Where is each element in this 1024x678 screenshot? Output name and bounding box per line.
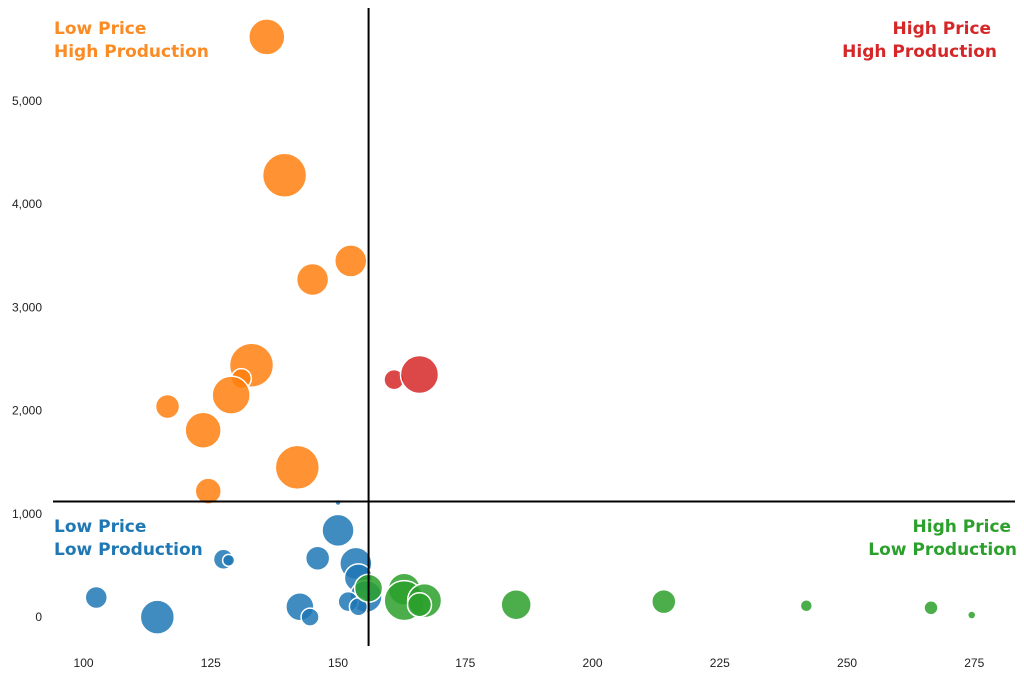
bubble-lp_lp — [321, 513, 355, 548]
y-tick-label: 5,000 — [12, 94, 42, 108]
bubble-hp_lp — [500, 588, 532, 621]
bubble-lp_lp — [139, 599, 176, 635]
bubble-lp_lp — [334, 498, 342, 507]
y-tick-label: 0 — [35, 610, 42, 624]
quadrant-label-high-price-low-production: High Price Low Production — [868, 517, 1017, 560]
quadrant-label-low-price-high-production: Low Price High Production — [54, 19, 209, 62]
x-tick-label: 225 — [710, 656, 730, 670]
x-axis-tick-labels: 100 125 150 175 200 225 250 275 — [74, 656, 985, 670]
x-tick-label: 175 — [455, 656, 475, 670]
bubble-hp_lp — [966, 610, 977, 620]
bubble-lp_hp — [274, 444, 321, 491]
bubble-hp_lp — [799, 598, 814, 613]
y-tick-label: 4,000 — [12, 197, 42, 211]
bubble-hp_lp — [651, 588, 677, 615]
bubble-layer — [84, 18, 977, 635]
bubble-lp_hp — [261, 152, 308, 198]
bubble-lp_hp — [334, 244, 368, 278]
y-axis-tick-labels: 0 1,000 2,000 3,000 4,000 5,000 — [12, 94, 42, 624]
x-tick-label: 200 — [583, 656, 603, 670]
quadrant-label-low-price-low-production: Low Price Low Production — [54, 517, 203, 560]
x-tick-label: 100 — [74, 656, 94, 670]
y-tick-label: 2,000 — [12, 404, 42, 418]
bubble-lp_hp — [295, 262, 330, 297]
quadrant-label-high-price-high-production: High Price High Production — [842, 19, 997, 62]
y-tick-label: 3,000 — [12, 300, 42, 314]
y-tick-label: 1,000 — [12, 507, 42, 521]
bubble-lp_lp — [84, 585, 109, 610]
bubble-lp_lp — [304, 545, 331, 571]
bubble-lp_hp — [211, 375, 251, 415]
bubble-hp_lp — [406, 591, 433, 618]
bubble-lp_hp — [154, 393, 181, 420]
x-tick-label: 150 — [328, 656, 348, 670]
x-tick-label: 275 — [964, 656, 984, 670]
bubble-hp_lp — [923, 600, 939, 616]
bubble-lp_hp — [184, 411, 222, 449]
bubble-lp_hp — [248, 18, 286, 56]
x-tick-label: 125 — [201, 656, 221, 670]
bubble-lp_lp — [221, 553, 236, 568]
x-tick-label: 250 — [837, 656, 857, 670]
bubble-lp_hp — [194, 477, 222, 505]
bubble-lp_lp — [300, 607, 320, 627]
bubble-hp_hp — [399, 354, 440, 395]
